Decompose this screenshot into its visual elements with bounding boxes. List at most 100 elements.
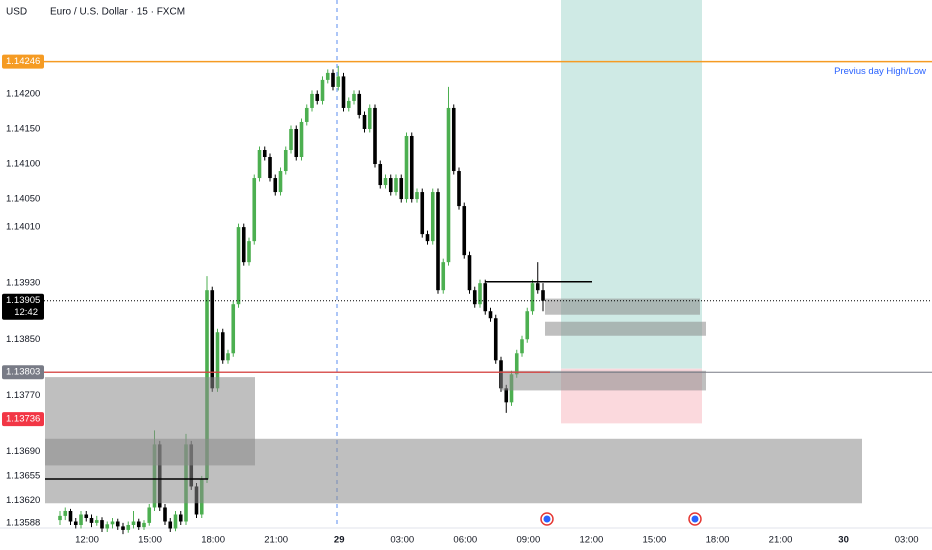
candle-body [409, 135, 414, 200]
candle-body [525, 311, 530, 340]
candle-body [415, 192, 419, 200]
candle-body [289, 128, 293, 150]
candle-body [462, 206, 467, 256]
x-tick-label: 21:00 [264, 535, 288, 546]
candle-body [115, 521, 120, 527]
candle-body [257, 150, 262, 179]
candle-body [457, 171, 461, 207]
price-label: 1.13736 [6, 414, 40, 425]
candle-body [436, 192, 440, 291]
candle-body [472, 290, 477, 305]
candle-body [520, 339, 524, 354]
x-tick-label: 29 [334, 535, 345, 546]
candle-body [110, 521, 115, 525]
candle-body [362, 114, 367, 129]
candle-body [352, 93, 356, 101]
x-tick-label: 06:00 [453, 535, 477, 546]
candle-body [220, 332, 225, 361]
y-tick-label: 1.13620 [6, 495, 40, 506]
candle-body [451, 107, 456, 172]
zone [545, 298, 700, 315]
zone [45, 438, 862, 504]
y-tick-label: 1.14100 [6, 159, 40, 170]
candle-body [63, 510, 68, 516]
y-tick-label: 1.13930 [6, 278, 40, 289]
candle-body [247, 241, 251, 263]
candle-body [325, 72, 330, 80]
candle-body [504, 388, 509, 403]
candle-body [126, 525, 131, 530]
event-icon-inner [543, 515, 551, 523]
y-tick-label: 1.14010 [6, 222, 40, 233]
candle-body [163, 507, 167, 522]
price-label: 1.13803 [6, 367, 40, 378]
x-tick-label: 03:00 [390, 535, 414, 546]
candle-body [373, 107, 377, 165]
candle-body [173, 514, 178, 529]
candle-body [299, 121, 304, 158]
x-tick-label: 03:00 [895, 535, 919, 546]
candle-body [336, 76, 341, 87]
x-tick-label: 15:00 [643, 535, 667, 546]
price-label-box [2, 293, 44, 320]
candle-body [294, 128, 299, 158]
candle-body [94, 520, 99, 523]
x-tick-label: 12:00 [580, 535, 604, 546]
x-tick-label: 12:00 [75, 535, 99, 546]
candle-body [467, 255, 472, 291]
candle-body [541, 290, 545, 301]
x-tick-label: 30 [838, 535, 849, 546]
candle-body [341, 76, 346, 108]
candle-body [273, 178, 278, 193]
price-label: 1.14246 [6, 56, 40, 67]
candle-body [215, 332, 220, 389]
candle-body [58, 515, 62, 521]
candle-body [210, 290, 215, 389]
candle-body [493, 318, 498, 361]
y-tick-label: 1.14200 [6, 88, 40, 99]
candle-body [420, 192, 425, 235]
candle-body [131, 521, 136, 525]
countdown: 12:42 [14, 307, 38, 318]
chart-title: Euro / U.S. Dollar · 15 · FXCM [50, 7, 185, 18]
annotation: Previus day High/Low [834, 66, 926, 77]
y-tick-label: 1.14150 [6, 123, 40, 134]
candle-body [446, 107, 451, 263]
candle-body [320, 79, 325, 101]
price-label: 1.13905 [6, 295, 40, 306]
candle-body [89, 517, 94, 523]
candle-body [262, 150, 267, 158]
candle-body [478, 283, 482, 305]
price-label-box [2, 54, 44, 69]
candle-body [241, 227, 246, 263]
candle-body [367, 107, 372, 129]
candle-body [105, 524, 110, 529]
candle-body [178, 514, 183, 522]
y-tick-label: 1.13770 [6, 390, 40, 401]
candle-body [278, 171, 283, 193]
y-tick-label: 1.13588 [6, 517, 40, 528]
candle-body [441, 262, 446, 291]
candle-body [357, 93, 362, 115]
event-icon-inner [691, 515, 699, 523]
candle-body [121, 526, 125, 530]
candle-body [483, 283, 488, 312]
candle-body [168, 521, 173, 529]
y-tick-label: 1.14050 [6, 194, 40, 205]
candle-body [226, 353, 230, 361]
candle-body [315, 93, 320, 101]
candle-body [378, 164, 383, 186]
candle-body [283, 150, 288, 172]
candle-body [236, 227, 241, 305]
candle-body [136, 521, 141, 528]
candle-body [231, 304, 236, 354]
candle-body [346, 100, 351, 108]
zone [545, 321, 706, 336]
x-tick-label: 21:00 [769, 535, 793, 546]
candle-body [310, 93, 314, 108]
candle-body [488, 311, 493, 319]
price-label-box [2, 365, 44, 380]
candle-body [84, 514, 89, 518]
candle-body [147, 507, 152, 523]
